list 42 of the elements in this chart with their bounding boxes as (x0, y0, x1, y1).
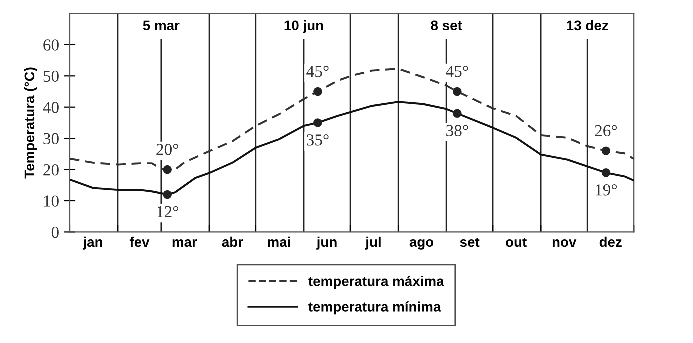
x-tick-label: jan (82, 236, 102, 250)
point (602, 168, 611, 178)
data-label: 45° (446, 66, 468, 78)
point (314, 118, 322, 128)
y-tick-label: 20 (44, 164, 59, 176)
ref-line-label: 10 jun (284, 20, 324, 34)
x-tick-label: abr (222, 236, 244, 248)
y-tick-label: 50 (44, 70, 59, 82)
data-label: 45° (306, 66, 329, 78)
data-label: 19° (596, 184, 618, 196)
legend-label: temperatura máxima (308, 276, 444, 290)
x-tick-label: set (460, 238, 480, 248)
point (453, 87, 462, 96)
point (453, 109, 462, 118)
x-tick-label: mai (268, 236, 290, 248)
y-axis-title: Temperatura (°C) (24, 68, 38, 179)
point (602, 146, 611, 156)
x-tick-label: jul (365, 236, 381, 250)
ref-line-label: 5 mar (143, 20, 180, 31)
y-tick-label: 10 (44, 196, 59, 207)
x-tick-label: mar (172, 240, 198, 248)
legend-label: temperatura mínima (308, 302, 442, 315)
x-tick-label: fev (130, 236, 150, 248)
x-tick-label: dez (600, 236, 622, 248)
ref-line-label: 13 dez (567, 20, 608, 31)
x-tick-label: jun (316, 236, 337, 250)
data-label: 20° (156, 144, 178, 156)
x-tick-label: nov (552, 240, 577, 248)
data-label: 12° (157, 206, 178, 218)
ref-line-label: 8 set (431, 20, 462, 31)
point (314, 87, 322, 96)
point (163, 165, 172, 174)
y-tick-label: 30 (44, 133, 59, 145)
data-label: 35° (307, 134, 329, 146)
data-label: 26° (595, 125, 618, 137)
y-tick-label: 60 (44, 40, 59, 51)
x-tick-label: ago (410, 239, 434, 250)
x-tick-label: out (506, 238, 527, 248)
data-label: 38° (446, 125, 468, 136)
y-tick-label: 40 (43, 102, 59, 114)
y-tick-label: 0 (52, 226, 59, 238)
point (163, 190, 172, 200)
